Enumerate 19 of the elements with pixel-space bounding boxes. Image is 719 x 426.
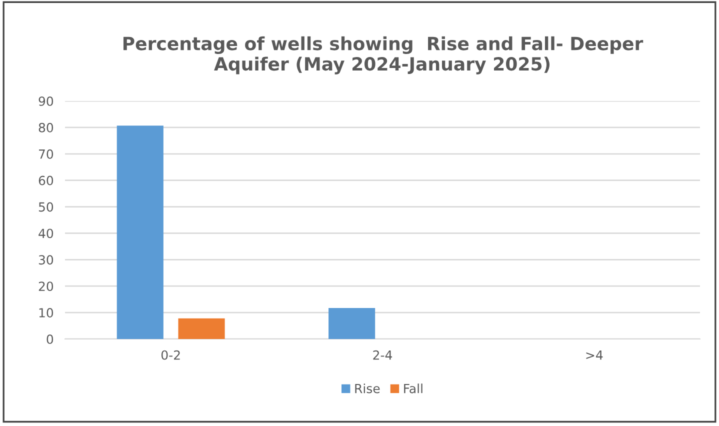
- y-tick-label: 30: [38, 255, 54, 265]
- chart-title: Percentage of wells showing Rise and Fall- Deeper Aquifer (May 2024-January 2025): [123, 36, 644, 74]
- y-tick-label: 50: [38, 202, 54, 212]
- y-tick-label: 10: [39, 308, 54, 318]
- bar: [116, 126, 164, 339]
- y-tick-label: 80: [38, 122, 54, 132]
- legend-label: Rise: [355, 384, 380, 394]
- bar: [178, 318, 225, 339]
- x-tick-label: 0-2: [161, 350, 180, 360]
- x-tick-label: 2-4: [373, 350, 392, 360]
- y-tick-label: 70: [39, 149, 54, 159]
- y-tick-label: 90: [38, 96, 54, 106]
- bar: [328, 308, 376, 339]
- y-tick-label: 40: [38, 228, 54, 238]
- y-tick-label: 0: [46, 334, 54, 344]
- x-tick-label: >4: [586, 350, 603, 360]
- y-tick-label: 60: [38, 176, 54, 186]
- y-tick-label: 20: [38, 282, 54, 292]
- legend-label: Fall: [404, 384, 422, 394]
